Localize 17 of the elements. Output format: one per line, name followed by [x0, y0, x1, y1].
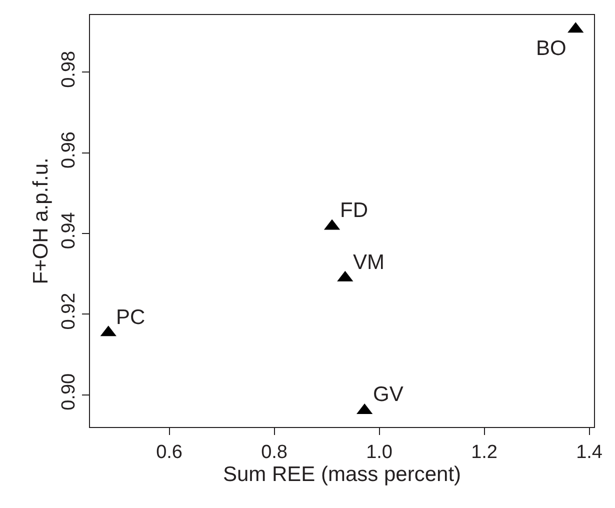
x-axis-title: Sum REE (mass percent) — [222, 462, 462, 486]
y-tick-label: 0.98 — [58, 50, 80, 88]
x-tick-label: 0.6 — [156, 442, 182, 463]
y-tick-label: 0.90 — [58, 373, 80, 410]
y-tick-label: 0.92 — [58, 292, 80, 330]
x-tick-label: 1.4 — [576, 442, 603, 463]
annotation: BO — [536, 37, 566, 60]
x-tick-label: 0.8 — [261, 442, 288, 463]
y-tick-label: 0.94 — [58, 212, 80, 250]
annotation: GV — [373, 383, 404, 406]
y-axis-title: F+OH a.p.f.u. — [29, 158, 52, 284]
annotation: FD — [340, 199, 368, 222]
x-tick-label: 1.2 — [471, 442, 498, 463]
y-tick-label: 0.96 — [58, 132, 80, 169]
annotation: VM — [353, 251, 384, 274]
x-tick-label: 1.0 — [366, 442, 392, 463]
annotation: PC — [116, 306, 146, 329]
